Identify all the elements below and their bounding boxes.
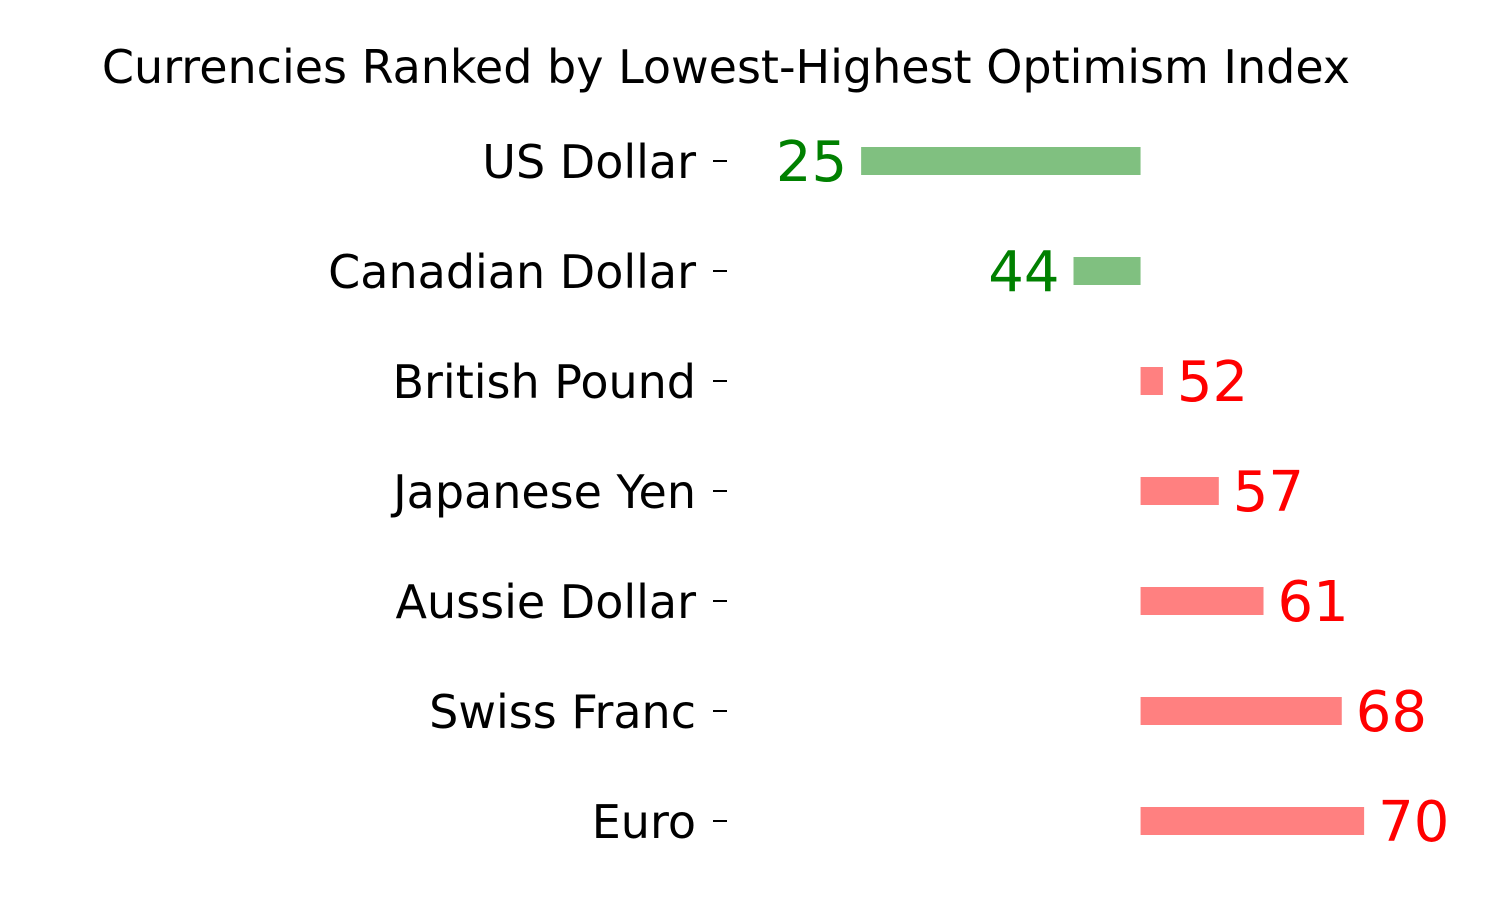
bar-swiss-franc: [1140, 697, 1342, 725]
bar-us-dollar: [861, 147, 1141, 175]
value-label-euro: 70: [1378, 790, 1449, 855]
bar-euro: [1140, 807, 1365, 835]
value-label-canadian-dollar: 44: [988, 240, 1059, 305]
value-label-aussie-dollar: 61: [1278, 570, 1349, 635]
category-label-euro: Euro: [592, 795, 696, 849]
value-label-us-dollar: 25: [776, 130, 847, 195]
category-label-us-dollar: US Dollar: [482, 135, 696, 189]
chart-title: Currencies Ranked by Lowest-Highest Opti…: [102, 40, 1350, 94]
category-label-canadian-dollar: Canadian Dollar: [328, 245, 696, 299]
bar-british-pound: [1140, 367, 1163, 395]
bar-canadian-dollar: [1073, 257, 1141, 285]
category-label-aussie-dollar: Aussie Dollar: [396, 575, 697, 629]
value-label-british-pound: 52: [1177, 350, 1248, 415]
category-label-british-pound: British Pound: [392, 355, 696, 409]
y-axis-tick-labels: US Dollar Canadian Dollar British Pound Jap…: [328, 135, 696, 849]
bars: [861, 147, 1365, 835]
bar-japanese-yen: [1140, 477, 1219, 505]
value-label-japanese-yen: 57: [1233, 460, 1304, 525]
y-axis-ticks: [713, 160, 727, 822]
bar-aussie-dollar: [1140, 587, 1264, 615]
value-label-swiss-franc: 68: [1356, 680, 1427, 745]
category-label-swiss-franc: Swiss Franc: [429, 685, 696, 739]
category-label-japanese-yen: Japanese Yen: [390, 465, 696, 519]
